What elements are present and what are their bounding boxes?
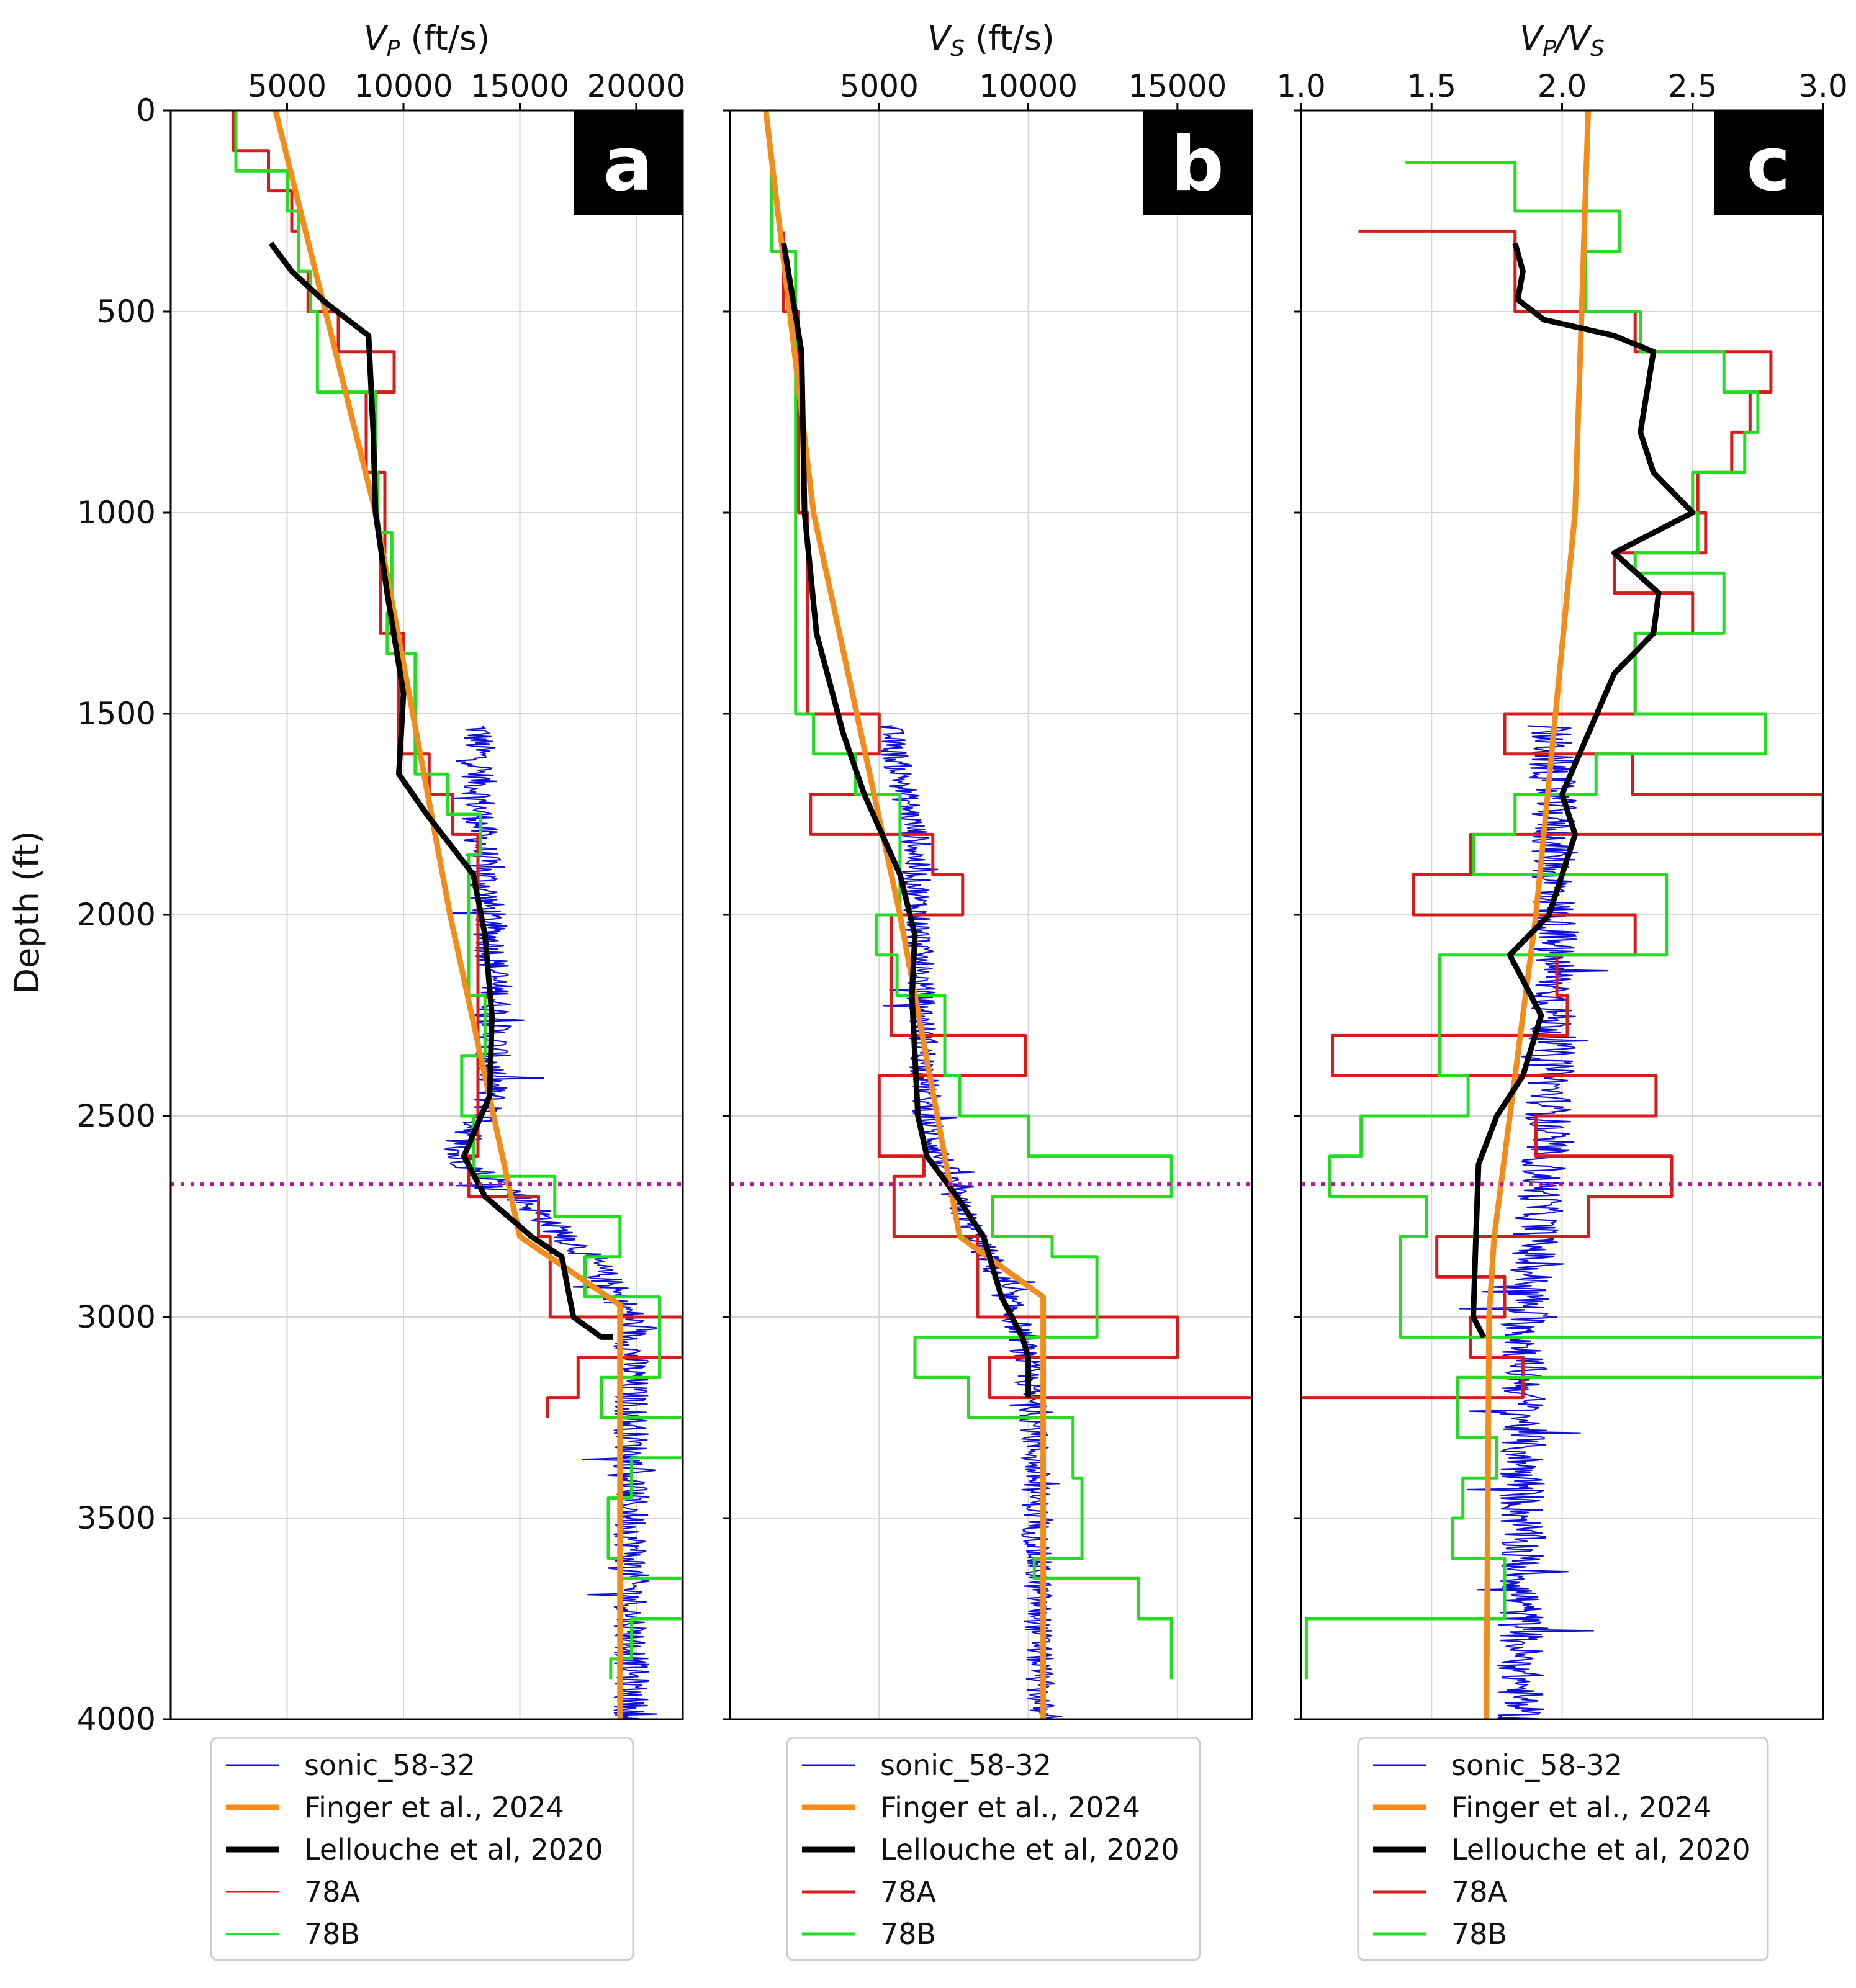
- legend-label: Finger et al., 2024: [1451, 1791, 1711, 1824]
- x-tick-label: 1.5: [1407, 68, 1456, 104]
- y-tick-label: 4000: [77, 1701, 156, 1737]
- panels: 5000 10000 15000 20000 0 500 1000 1500 2000 2500 3…: [77, 19, 1848, 1961]
- y-tick-label: 500: [97, 294, 156, 330]
- plot-area-b: [730, 110, 1252, 1719]
- legend-label: 78A: [1451, 1875, 1508, 1909]
- y-tick-label: 1000: [77, 495, 156, 531]
- x-tick-label: 10000: [979, 68, 1078, 104]
- y-axis-title-text: Depth (ft): [7, 830, 47, 994]
- series-finger-2024-c: [1484, 110, 1592, 1719]
- legend-label: Lellouche et al, 2020: [304, 1833, 603, 1866]
- grid-a: [171, 110, 683, 1720]
- x-tick-label: 15000: [1128, 68, 1227, 104]
- series-78b-c: [1304, 161, 1823, 1680]
- legend-label: Finger et al., 2024: [304, 1791, 564, 1824]
- x-tick-label: 2.0: [1538, 68, 1587, 104]
- x-tick-label: 2.5: [1668, 68, 1718, 104]
- panel-tag-box-a: [574, 110, 683, 215]
- panel-a: 5000 10000 15000 20000 0 500 1000 1500 2000 2500 3…: [77, 19, 686, 1961]
- legend-label: sonic_58-32: [880, 1748, 1052, 1782]
- y-tick-label: 0: [136, 92, 156, 128]
- legend-label: 78B: [880, 1917, 936, 1951]
- panel-tag-box-c: [1714, 110, 1823, 215]
- legend-label: Finger et al., 2024: [880, 1791, 1140, 1824]
- x-tick-label: 5000: [248, 68, 327, 104]
- series-lellouche-2020-c: [1471, 242, 1696, 1339]
- panel-b: 5000 10000 15000 VS (ft/s) b sonic_58-32 Finge…: [723, 19, 1253, 1961]
- y-tick-label: 2000: [77, 897, 156, 933]
- legend-label: sonic_58-32: [304, 1748, 475, 1782]
- y-tick-label: 1500: [77, 696, 156, 732]
- x-tick-label: 5000: [840, 68, 919, 104]
- legend-label: 78B: [304, 1917, 360, 1951]
- series-lellouche-2020-b: [781, 243, 1032, 1398]
- y-axis-title: Depth (ft): [7, 830, 47, 994]
- legend-box: [210, 1737, 634, 1961]
- grid-b: [730, 110, 1252, 1720]
- legend-label: Lellouche et al, 2020: [880, 1833, 1179, 1866]
- legend-b: sonic_58-32 Finger et al., 2024 Lellouche …: [786, 1737, 1201, 1961]
- x-axis-title-a: VP (ft/s): [364, 19, 490, 61]
- legend-a: sonic_58-32 Finger et al., 2024 Lellouche …: [210, 1737, 634, 1961]
- panel-tag-b: b: [1171, 122, 1224, 208]
- y-tick-label: 3500: [77, 1500, 156, 1536]
- legend-box: [786, 1737, 1201, 1961]
- plot-area-c: [1301, 110, 1823, 1719]
- legend-label: sonic_58-32: [1451, 1748, 1623, 1782]
- panel-c: 1.0 1.5 2.0 2.5 3.0 VP/VS c sonic_58-32 Finger e…: [1276, 19, 1848, 1961]
- x-tick-label: 15000: [471, 68, 569, 104]
- series-78a-a: [232, 110, 683, 1418]
- legend-c: sonic_58-32 Finger et al., 2024 Lellouche …: [1357, 1737, 1769, 1961]
- plot-area-a: [171, 110, 683, 1719]
- legend-label: 78B: [1451, 1917, 1507, 1951]
- legend-label: 78A: [304, 1875, 361, 1909]
- series-78a-c: [1301, 229, 1823, 1400]
- x-axis-title-c: VP/VS: [1520, 19, 1605, 61]
- series-lellouche-2020-a: [268, 241, 613, 1340]
- series-78b-a: [234, 110, 683, 1680]
- series-78b-b: [770, 171, 1173, 1680]
- panel-tag-box-b: [1143, 110, 1252, 215]
- x-tick-label: 3.0: [1798, 68, 1848, 104]
- series-sonic-58-32-c: [1459, 725, 1609, 1719]
- legend-label: Lellouche et al, 2020: [1451, 1833, 1750, 1866]
- x-tick-label: 1.0: [1276, 68, 1326, 104]
- series-78a-b: [782, 231, 1252, 1400]
- legend-box: [1357, 1737, 1769, 1961]
- legend-label: 78A: [880, 1875, 937, 1909]
- y-tick-label: 3000: [77, 1299, 156, 1335]
- panel-tag-c: c: [1746, 122, 1790, 208]
- series-finger-2024-a: [273, 110, 623, 1719]
- x-tick-label: 20000: [587, 68, 685, 104]
- y-tick-label: 2500: [77, 1098, 156, 1134]
- x-axis-title-b: VS (ft/s): [927, 19, 1055, 61]
- x-tick-label: 10000: [354, 68, 453, 104]
- panel-tag-a: a: [603, 122, 654, 208]
- series-sonic-58-32-a: [444, 725, 658, 1719]
